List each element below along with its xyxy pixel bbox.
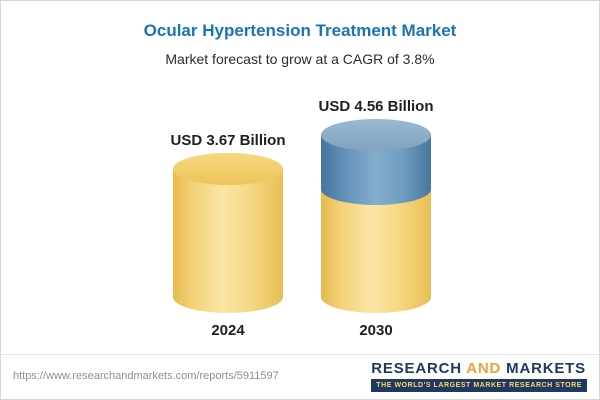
chart-title: Ocular Hypertension Treatment Market bbox=[143, 21, 457, 40]
logo-word-research: RESEARCH bbox=[371, 360, 462, 377]
logo-word-and: AND bbox=[466, 360, 502, 377]
logo-wordmark: RESEARCH AND MARKETS bbox=[371, 360, 586, 378]
value-label-2024: USD 3.67 Billion bbox=[170, 132, 286, 149]
footer: https://www.researchandmarkets.com/repor… bbox=[1, 354, 599, 399]
source-url: https://www.researchandmarkets.com/repor… bbox=[13, 370, 279, 382]
bar-2024 bbox=[173, 153, 283, 313]
value-label-2030: USD 4.56 Billion bbox=[318, 98, 434, 115]
bar-2030-base-segment bbox=[321, 189, 431, 313]
bar-2030-top bbox=[321, 119, 431, 151]
logo-tagline: THE WORLD'S LARGEST MARKET RESEARCH STOR… bbox=[371, 379, 587, 392]
x-axis-label-2024: 2024 bbox=[211, 322, 245, 339]
bar-2024-body bbox=[173, 169, 283, 313]
logo-word-markets: MARKETS bbox=[506, 360, 586, 377]
bar-2024-top bbox=[173, 153, 283, 185]
bar-2030 bbox=[321, 119, 431, 313]
researchandmarkets-logo: RESEARCH AND MARKETS THE WORLD'S LARGEST… bbox=[371, 360, 587, 392]
x-axis-label-2030: 2030 bbox=[359, 322, 393, 339]
chart-subtitle: Market forecast to grow at a CAGR of 3.8… bbox=[165, 51, 435, 67]
